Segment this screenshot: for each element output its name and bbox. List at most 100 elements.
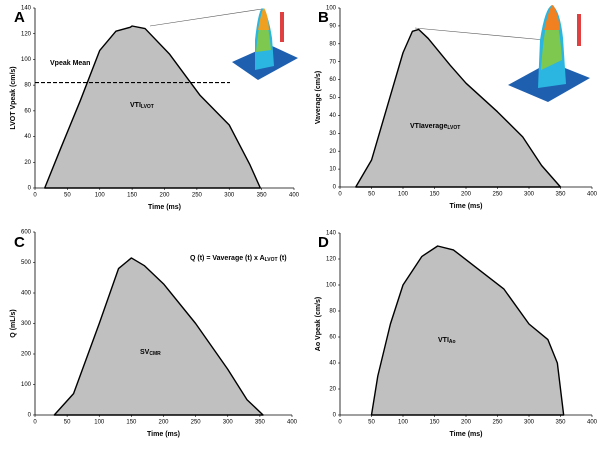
x-tick-label: 250	[492, 192, 503, 198]
x-axis-label: Time (ms)	[450, 203, 483, 210]
x-tick-label: 350	[257, 193, 268, 199]
x-tick-label: 50	[368, 420, 375, 426]
x-axis-label: Time (ms)	[147, 431, 180, 438]
y-tick-label: 20	[24, 160, 31, 166]
x-tick-label: 0	[33, 420, 37, 426]
x-tick-label: 150	[126, 420, 137, 426]
x-tick-label: 200	[461, 192, 472, 198]
y-axis-label: Vaverage (cm/s)	[315, 71, 322, 124]
y-tick-label: 120	[21, 31, 32, 37]
x-tick-label: 250	[191, 420, 202, 426]
x-axis-label: Time (ms)	[450, 431, 483, 438]
x-tick-label: 100	[95, 193, 106, 199]
y-axis-label: LVOT Vpeak (cm/s)	[10, 66, 17, 129]
x-tick-label: 300	[223, 420, 234, 426]
y-tick-label: 90	[329, 23, 336, 29]
panel-label: B	[318, 9, 329, 26]
x-tick-label: 50	[368, 192, 375, 198]
x-tick-label: 400	[587, 420, 598, 426]
x-tick-label: 200	[461, 420, 472, 426]
y-tick-label: 200	[21, 352, 32, 358]
y-tick-label: 140	[326, 231, 337, 237]
surface-inset-b	[414, 5, 590, 102]
x-tick-label: 350	[555, 420, 566, 426]
y-tick-label: 30	[329, 131, 336, 137]
x-tick-label: 300	[524, 192, 535, 198]
x-tick-label: 300	[224, 193, 235, 199]
y-axis-label: Q (mL/s)	[10, 309, 17, 337]
x-tick-label: 250	[492, 420, 503, 426]
x-tick-label: 250	[192, 193, 203, 199]
x-tick-label: 100	[398, 192, 409, 198]
annotation: VTIaverageLVOT	[410, 123, 460, 131]
y-tick-label: 10	[329, 167, 336, 173]
annotation: Q (t) = Vaverage (t) x ALVOT (t)	[190, 255, 287, 263]
surface-inset-a	[149, 8, 298, 80]
x-tick-label: 200	[159, 193, 170, 199]
y-axis-label: Ao Vpeak (cm/s)	[315, 297, 322, 351]
y-tick-label: 100	[326, 6, 337, 12]
annotation: VTILVOT	[130, 102, 154, 110]
y-tick-label: 140	[21, 6, 32, 12]
y-tick-label: 20	[329, 149, 336, 155]
panel-label: C	[14, 234, 25, 251]
y-tick-label: 300	[21, 321, 32, 327]
x-tick-label: 200	[158, 420, 169, 426]
y-tick-label: 100	[326, 283, 337, 289]
x-tick-label: 0	[338, 420, 342, 426]
annotation-part: SV	[140, 349, 150, 356]
y-tick-label: 50	[329, 95, 336, 101]
y-tick-label: 120	[326, 257, 337, 263]
annotation-part: VTI	[438, 337, 449, 344]
y-tick-label: 600	[21, 230, 32, 236]
annotation-part: CMR	[149, 351, 161, 357]
annotation: SVCMR	[140, 349, 161, 357]
x-tick-label: 150	[127, 193, 138, 199]
y-tick-label: 40	[24, 134, 31, 140]
x-tick-label: 400	[587, 192, 598, 198]
y-tick-label: 70	[329, 59, 336, 65]
y-tick-label: 0	[28, 413, 32, 419]
annotation-part: LVOT	[447, 125, 460, 131]
annotation-part: LVOT	[141, 104, 154, 110]
area	[53, 257, 264, 416]
x-tick-label: 350	[555, 192, 566, 198]
panel-label: A	[14, 9, 25, 26]
y-tick-label: 60	[329, 77, 336, 83]
y-tick-label: 60	[329, 335, 336, 341]
x-tick-label: 100	[398, 420, 409, 426]
y-tick-label: 20	[329, 387, 336, 393]
y-tick-label: 0	[333, 185, 337, 191]
y-tick-label: 60	[24, 108, 31, 114]
y-tick-label: 500	[21, 260, 32, 266]
y-tick-label: 80	[24, 83, 31, 89]
y-tick-label: 80	[329, 309, 336, 315]
annotation: VTIAo	[438, 337, 456, 345]
x-tick-label: 100	[94, 420, 105, 426]
annotation-part: Ao	[449, 339, 456, 345]
x-tick-label: 350	[255, 420, 266, 426]
x-tick-label: 50	[64, 193, 71, 199]
area	[44, 25, 262, 189]
x-tick-label: 400	[287, 420, 298, 426]
x-axis-label: Time (ms)	[148, 204, 181, 211]
panel-label: D	[318, 234, 329, 251]
y-tick-label: 40	[329, 113, 336, 119]
area	[370, 245, 565, 416]
y-tick-label: 100	[21, 382, 32, 388]
mean-label: Vpeak Mean	[50, 60, 90, 67]
x-tick-label: 0	[33, 193, 37, 199]
annotation-part: VTIaverage	[410, 123, 447, 130]
annotation-part: (t)	[278, 255, 287, 262]
annotation-part: Q (t) = Vaverage (t) x A	[190, 255, 265, 262]
x-tick-label: 300	[524, 420, 535, 426]
x-tick-label: 0	[338, 192, 342, 198]
annotation-part: VTI	[130, 102, 141, 109]
y-tick-label: 40	[329, 361, 336, 367]
y-tick-label: 400	[21, 291, 32, 297]
y-tick-label: 0	[333, 413, 337, 419]
x-tick-label: 400	[289, 193, 300, 199]
x-tick-label: 50	[64, 420, 71, 426]
y-tick-label: 80	[329, 41, 336, 47]
